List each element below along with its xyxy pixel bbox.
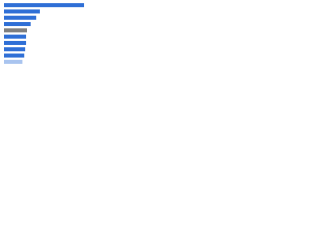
chart [0,0,100,71]
bar [4,15,37,20]
bar [4,9,40,14]
bar [4,59,23,64]
bar [4,28,27,33]
bar [4,40,27,45]
bar [4,53,25,58]
bar [4,3,85,8]
bar [4,47,26,52]
bar [4,34,27,39]
bar [4,22,31,27]
